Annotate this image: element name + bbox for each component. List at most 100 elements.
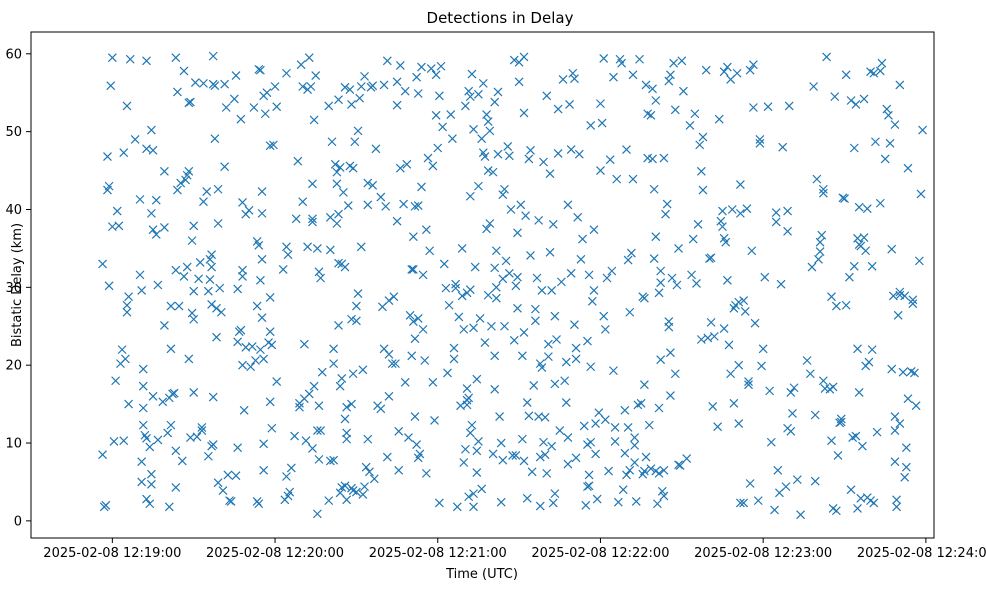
- data-point: [744, 380, 753, 390]
- data-point: [783, 226, 792, 236]
- data-point: [329, 344, 339, 354]
- data-point: [581, 500, 591, 510]
- x-tick-label: 2025-02-08 12:19:00: [43, 546, 181, 561]
- data-point: [911, 401, 921, 411]
- data-point: [675, 461, 685, 471]
- data-point: [875, 66, 885, 76]
- data-point: [890, 412, 900, 421]
- data-point: [693, 219, 703, 229]
- data-point: [592, 494, 602, 504]
- data-point: [146, 469, 156, 479]
- data-point: [563, 433, 573, 443]
- data-point: [135, 194, 145, 204]
- data-point: [641, 80, 651, 90]
- data-point: [573, 212, 583, 222]
- data-point: [851, 431, 861, 441]
- data-point: [623, 423, 633, 432]
- data-point: [654, 288, 664, 298]
- data-point: [667, 273, 677, 283]
- data-point: [192, 432, 202, 442]
- data-point: [184, 354, 194, 364]
- data-point: [163, 428, 173, 438]
- data-point: [426, 64, 436, 74]
- data-point: [591, 419, 601, 428]
- data-point: [613, 497, 623, 507]
- data-point: [571, 354, 581, 364]
- data-point: [537, 363, 547, 372]
- data-point: [265, 327, 275, 337]
- data-point: [392, 77, 402, 87]
- data-point: [408, 232, 418, 242]
- x-axis-label: Time (UTC): [445, 567, 518, 582]
- data-point: [351, 316, 361, 326]
- data-point: [748, 103, 758, 112]
- data-point: [399, 199, 409, 209]
- data-point: [788, 409, 797, 418]
- data-point: [327, 137, 337, 147]
- data-point: [244, 205, 254, 215]
- data-point: [142, 56, 151, 66]
- data-point: [312, 426, 322, 435]
- data-point: [340, 481, 350, 491]
- data-point: [735, 180, 745, 190]
- data-point: [304, 53, 314, 63]
- data-point: [526, 250, 535, 260]
- data-point: [363, 434, 373, 444]
- data-point: [547, 441, 557, 451]
- data-point: [391, 359, 400, 369]
- data-point: [535, 452, 545, 462]
- data-point: [467, 420, 477, 430]
- data-point: [480, 152, 490, 161]
- data-point: [329, 359, 339, 369]
- data-point: [901, 443, 911, 453]
- data-point: [607, 266, 617, 276]
- data-point: [246, 362, 256, 372]
- data-point: [282, 472, 291, 481]
- data-point: [639, 466, 649, 476]
- data-point: [474, 437, 483, 446]
- data-point: [892, 495, 902, 505]
- data-point: [662, 199, 672, 209]
- data-point: [840, 194, 849, 204]
- data-point: [342, 428, 352, 438]
- data-point: [721, 237, 731, 247]
- data-point: [609, 366, 618, 376]
- data-point: [623, 255, 633, 265]
- data-point: [709, 331, 719, 341]
- data-point: [356, 82, 366, 91]
- data-point: [153, 280, 163, 290]
- data-point: [249, 103, 259, 112]
- data-point: [817, 230, 827, 240]
- data-point: [218, 486, 228, 495]
- data-point: [718, 222, 727, 232]
- data-point: [293, 156, 303, 166]
- data-point: [500, 184, 509, 194]
- data-point: [452, 502, 462, 512]
- data-point: [745, 65, 755, 75]
- data-point: [591, 449, 601, 459]
- data-point: [646, 464, 656, 474]
- data-point: [685, 120, 695, 130]
- data-point: [838, 193, 848, 203]
- data-point: [895, 80, 905, 90]
- data-point: [171, 446, 181, 456]
- data-point: [703, 333, 713, 343]
- data-point: [208, 51, 218, 61]
- data-point: [690, 109, 700, 119]
- data-point: [620, 405, 630, 415]
- data-point: [895, 287, 905, 297]
- data-point: [238, 360, 247, 370]
- data-point: [368, 81, 378, 91]
- data-point: [651, 96, 661, 105]
- data-point: [659, 491, 669, 501]
- data-point: [586, 120, 596, 130]
- data-point: [395, 61, 405, 70]
- data-point: [625, 465, 635, 475]
- data-point: [410, 201, 420, 211]
- data-point: [724, 340, 734, 350]
- data-point: [885, 138, 895, 148]
- data-point: [428, 161, 438, 171]
- data-point: [545, 169, 555, 179]
- data-point: [695, 140, 705, 150]
- data-point: [464, 492, 474, 502]
